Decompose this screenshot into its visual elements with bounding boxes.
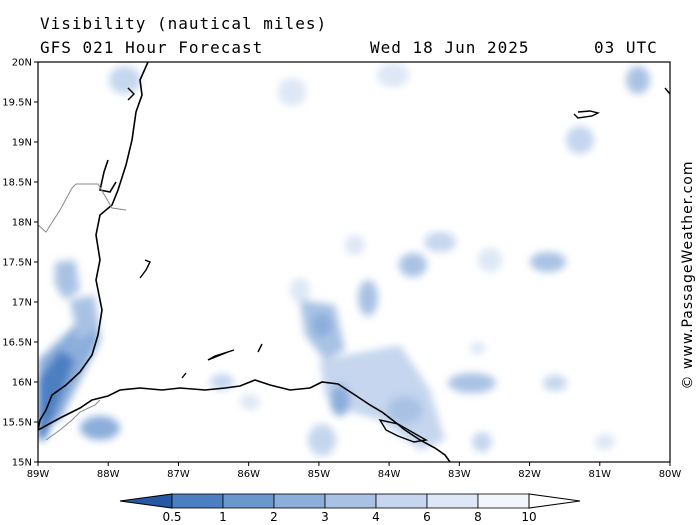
- islands: [127, 87, 670, 443]
- lat-label: 18.5N: [2, 178, 32, 189]
- lat-label: 20N: [12, 58, 32, 69]
- legend-swatch: [477, 493, 530, 509]
- lon-label: 87W: [167, 469, 190, 480]
- lat-label: 17N: [12, 298, 32, 309]
- legend-label: 1: [219, 510, 227, 524]
- lon-label: 80W: [659, 469, 682, 480]
- legend-label: 10: [521, 510, 536, 524]
- chart-title: Visibility (nautical miles): [40, 14, 328, 33]
- lat-label: 18N: [12, 218, 32, 229]
- legend-swatch: [273, 493, 326, 509]
- lon-label: 81W: [588, 469, 611, 480]
- lat-label: 15N: [12, 458, 32, 469]
- legend-swatch: [222, 493, 275, 509]
- lon-label: 86W: [237, 469, 260, 480]
- lon-label: 82W: [518, 469, 541, 480]
- lat-label: 17.5N: [2, 258, 32, 269]
- lon-label: 89W: [27, 469, 50, 480]
- lon-label: 88W: [97, 469, 120, 480]
- lat-label: 19.5N: [2, 98, 32, 109]
- lat-label: 15.5N: [2, 418, 32, 429]
- latitude-axis: 20N 19.5N 19N 18.5N 18N 17.5N 17N 16.5N 16N 15.5N…: [2, 58, 38, 469]
- country-borders: [38, 183, 127, 441]
- coastline: [38, 62, 451, 462]
- legend-swatch: [426, 493, 479, 509]
- lon-label: 83W: [448, 469, 471, 480]
- legend-swatch: [324, 493, 377, 509]
- forecast-model: GFS 021 Hour Forecast: [40, 38, 264, 57]
- longitude-axis: 89W 88W 87W 86W 85W 84W 83W 82W 81W 80W: [27, 462, 682, 480]
- legend-label: 3: [321, 510, 329, 524]
- lat-label: 16.5N: [2, 338, 32, 349]
- legend-label: 0.5: [162, 510, 181, 524]
- lon-label: 84W: [378, 469, 401, 480]
- legend-label: 4: [372, 510, 380, 524]
- legend-label: 6: [423, 510, 431, 524]
- visibility-shading: [38, 63, 650, 456]
- lon-label: 85W: [308, 469, 331, 480]
- legend-swatch: [171, 493, 224, 509]
- legend-max-arrow: [528, 493, 581, 509]
- legend-label: 2: [270, 510, 278, 524]
- legend-label: 8: [474, 510, 482, 524]
- forecast-date: Wed 18 Jun 2025: [370, 38, 530, 57]
- forecast-time: 03 UTC: [594, 38, 658, 57]
- legend-swatch: [375, 493, 428, 509]
- copyright-notice: © www.PassageWeather.com: [680, 160, 696, 390]
- legend-min-arrow: [119, 493, 173, 509]
- lat-label: 16N: [12, 378, 32, 389]
- lat-label: 19N: [12, 138, 32, 149]
- visibility-legend: 0.5 1 2 3 4 6 8 10: [119, 493, 581, 524]
